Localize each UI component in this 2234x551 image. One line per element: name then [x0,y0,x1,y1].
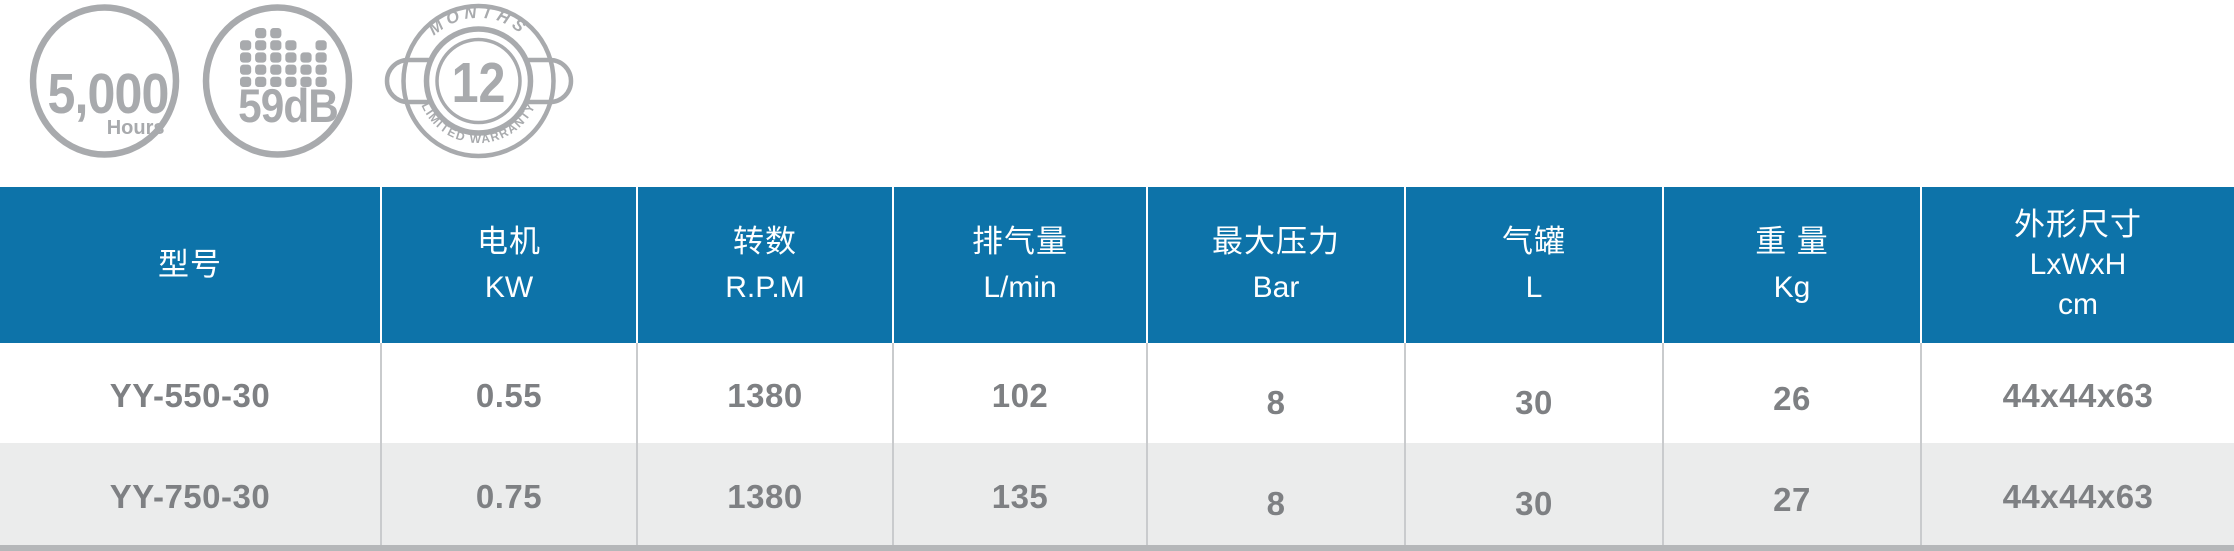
header-cell-weight: 重 量 Kg [1662,187,1920,343]
header-unit: L/min [983,271,1057,304]
header-unit: Bar [1252,271,1300,304]
cell-displacement: 102 [892,343,1146,443]
table-header-row: 型号 电机 KW 转数 R.P.M 排气量 L/min 最大压力 Bar 气罐 … [0,187,2234,343]
header-cell-motor: 电机 KW [380,187,636,343]
warranty-badge-icon: MONTHS LIMITED WARRANTY 12 [384,4,574,159]
header-title: 转数 [733,224,797,259]
header-unit-2: cm [2058,288,2098,321]
cell-rpm: 1380 [636,343,892,443]
cell-tank: 30 [1404,343,1662,443]
table-bottom-bar [0,545,2234,551]
cell-model: YY-550-30 [109,377,271,414]
hours-badge-value: 5,000 [47,62,168,126]
header-title: 重 量 [1755,224,1829,259]
header-cell-model: 型号 [0,187,380,343]
header-title: 电机 [477,224,541,259]
cell-weight: 26 [1662,343,1920,443]
table-row: YY-550-30 0.55 1380 102 8 30 26 44x44x63 [0,343,2234,443]
header-title: 排气量 [972,224,1068,259]
cell-model: YY-750-30 [109,478,271,515]
header-cell-rpm: 转数 R.P.M [636,187,892,343]
header-title: 气罐 [1502,224,1566,259]
noise-level-badge: 59dB [202,4,353,163]
table-row: YY-750-30 0.75 1380 135 8 30 27 44x44x63 [0,443,2234,545]
cell-dimensions: 44x44x63 [1920,443,2234,545]
header-unit: LxWxH [2029,248,2127,281]
header-cell-max-pressure: 最大压力 Bar [1146,187,1404,343]
spec-table: 型号 电机 KW 转数 R.P.M 排气量 L/min 最大压力 Bar 气罐 … [0,187,2234,551]
noise-badge-icon: 59dB [202,4,353,158]
cell-tank: 30 [1404,443,1662,545]
cell-weight: 27 [1662,443,1920,545]
hours-badge-icon: 5,000 Hours [29,4,180,158]
cell-displacement: 135 [892,443,1146,545]
cell-dimensions: 44x44x63 [1920,343,2234,443]
header-unit: L [1525,271,1543,304]
badge-row: 5,000 Hours [0,0,600,180]
header-cell-displacement: 排气量 L/min [892,187,1146,343]
header-title: 型号 [158,247,222,282]
header-unit: R.P.M [725,271,805,304]
cell-max-pressure: 8 [1146,343,1404,443]
header-cell-dimensions: 外形尺寸 LxWxH cm [1920,187,2234,343]
header-unit: KW [484,271,534,304]
warranty-badge-value: 12 [452,51,506,115]
header-title: 外形尺寸 [2014,207,2142,242]
warranty-badge: MONTHS LIMITED WARRANTY 12 [384,3,578,166]
header-title: 最大压力 [1212,224,1340,259]
equalizer-bars-icon [240,28,327,87]
cell-motor-kw: 0.75 [380,443,636,545]
service-hours-badge: 5,000 Hours [29,4,180,163]
header-unit: Kg [1773,271,1811,304]
header-cell-tank: 气罐 L [1404,187,1662,343]
noise-badge-value: 59dB [238,81,338,133]
cell-rpm: 1380 [636,443,892,545]
cell-motor-kw: 0.55 [380,343,636,443]
cell-max-pressure: 8 [1146,443,1404,545]
hours-badge-unit: Hours [107,117,165,139]
